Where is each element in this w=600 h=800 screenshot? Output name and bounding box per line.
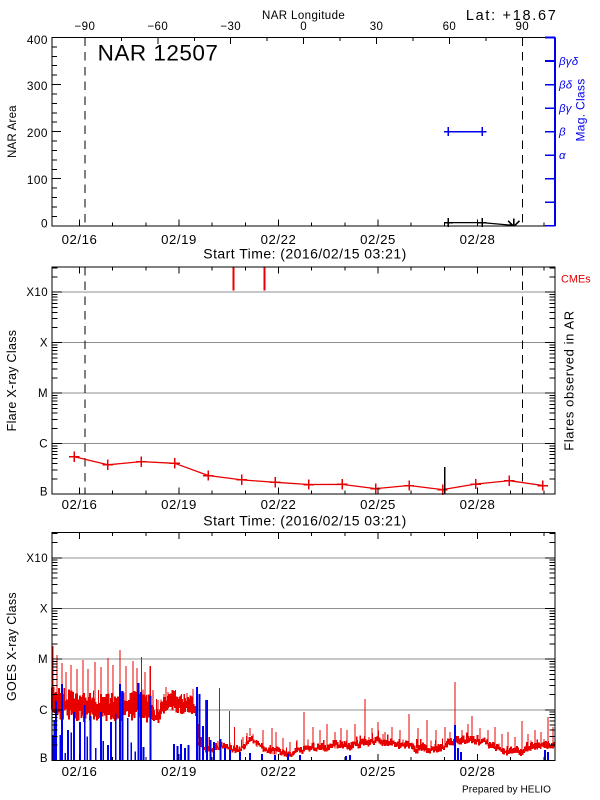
svg-text:Lat: +18.67: Lat: +18.67 (466, 8, 558, 24)
svg-text:02/19: 02/19 (161, 764, 197, 779)
svg-text:0: 0 (300, 21, 307, 33)
svg-text:400: 400 (27, 33, 48, 47)
svg-text:NAR 12507: NAR 12507 (98, 41, 219, 66)
svg-text:02/16: 02/16 (62, 232, 98, 247)
svg-text:GOES X-ray Class: GOES X-ray Class (5, 592, 19, 701)
svg-text:CMEs: CMEs (561, 274, 591, 286)
svg-text:02/28: 02/28 (460, 232, 496, 247)
svg-text:Mag. Class: Mag. Class (574, 78, 588, 141)
svg-text:02/22: 02/22 (261, 232, 297, 247)
svg-text:α: α (559, 150, 566, 162)
svg-text:02/19: 02/19 (161, 232, 197, 247)
svg-text:X: X (40, 604, 48, 616)
svg-text:NAR Area: NAR Area (7, 105, 19, 158)
svg-text:Prepared by HELIO: Prepared by HELIO (462, 785, 551, 796)
svg-text:X: X (40, 338, 48, 350)
svg-text:100: 100 (27, 173, 48, 187)
svg-text:90: 90 (516, 21, 530, 33)
svg-text:B: B (40, 487, 48, 499)
svg-text:Flare X-ray Class: Flare X-ray Class (5, 330, 19, 432)
svg-text:C: C (39, 439, 48, 451)
svg-text:B: B (40, 753, 48, 765)
svg-text:02/16: 02/16 (62, 764, 98, 779)
svg-text:02/19: 02/19 (161, 497, 197, 512)
svg-text:02/25: 02/25 (360, 764, 396, 779)
svg-text:02/25: 02/25 (360, 497, 396, 512)
svg-text:30: 30 (370, 21, 384, 33)
svg-text:02/22: 02/22 (261, 764, 297, 779)
svg-text:02/22: 02/22 (261, 497, 297, 512)
svg-text:βγδ: βγδ (558, 56, 579, 68)
svg-text:02/28: 02/28 (460, 497, 496, 512)
svg-text:M: M (38, 654, 48, 666)
svg-text:Flares observed in AR: Flares observed in AR (562, 310, 577, 451)
svg-text:300: 300 (27, 79, 48, 93)
svg-text:X10: X10 (26, 287, 48, 299)
svg-text:200: 200 (27, 126, 48, 140)
svg-text:C: C (39, 705, 48, 717)
svg-text:02/16: 02/16 (62, 497, 98, 512)
svg-text:Start Time: (2016/02/15 03:21): Start Time: (2016/02/15 03:21) (203, 246, 406, 262)
svg-text:02/25: 02/25 (360, 232, 396, 247)
svg-text:02/28: 02/28 (460, 764, 496, 779)
svg-text:60: 60 (443, 21, 457, 33)
svg-text:−90: −90 (75, 21, 96, 33)
svg-text:NAR Longitude: NAR Longitude (262, 10, 345, 22)
svg-text:X10: X10 (26, 553, 48, 565)
svg-text:βγ: βγ (558, 103, 573, 115)
svg-text:−60: −60 (147, 21, 168, 33)
svg-text:0: 0 (41, 216, 48, 230)
svg-text:M: M (38, 388, 48, 400)
svg-text:β: β (558, 127, 566, 139)
svg-text:−30: −30 (220, 21, 241, 33)
svg-text:Start Time: (2016/02/15 03:21): Start Time: (2016/02/15 03:21) (203, 513, 406, 529)
svg-text:βδ: βδ (558, 80, 573, 92)
